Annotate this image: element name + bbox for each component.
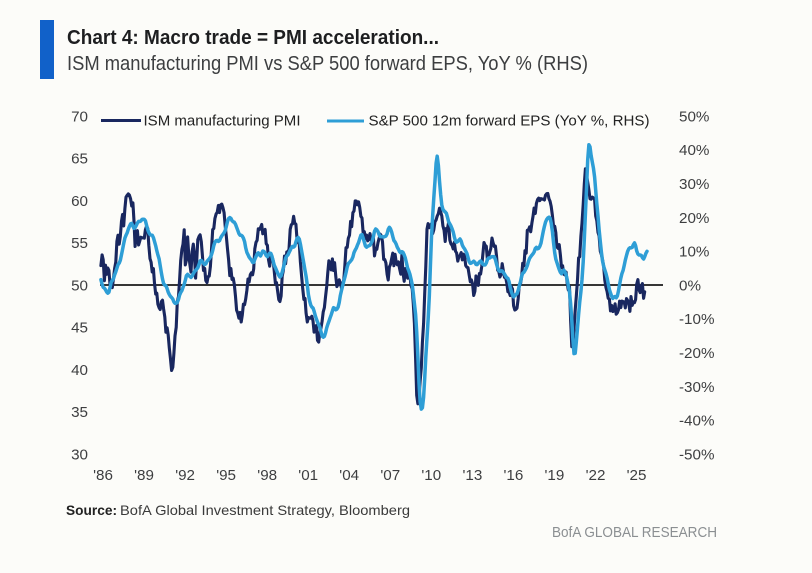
svg-text:40: 40: [71, 362, 88, 379]
svg-text:'16: '16: [504, 467, 524, 484]
svg-text:'86: '86: [93, 467, 113, 484]
svg-text:Chart 4: Macro trade = PMI acc: Chart 4: Macro trade = PMI acceleration.…: [67, 26, 439, 49]
svg-text:'01: '01: [298, 467, 318, 484]
svg-text:'07: '07: [380, 467, 400, 484]
svg-text:20%: 20%: [679, 210, 709, 227]
svg-text:-40%: -40%: [679, 413, 714, 430]
svg-text:50: 50: [71, 277, 88, 294]
svg-text:ISM manufacturing PMI vs S&P 5: ISM manufacturing PMI vs S&P 500 forward…: [67, 53, 588, 75]
svg-text:-10%: -10%: [679, 311, 714, 328]
svg-text:Source:: Source:: [66, 502, 117, 518]
svg-text:0%: 0%: [679, 277, 701, 294]
svg-text:BofA GLOBAL RESEARCH: BofA GLOBAL RESEARCH: [552, 525, 717, 541]
svg-text:'19: '19: [545, 467, 565, 484]
svg-text:30: 30: [71, 446, 88, 463]
svg-text:10%: 10%: [679, 244, 709, 261]
svg-text:'98: '98: [257, 467, 277, 484]
svg-text:-20%: -20%: [679, 345, 714, 362]
svg-text:S&P 500 12m forward EPS (YoY %: S&P 500 12m forward EPS (YoY %, RHS): [369, 114, 650, 130]
svg-text:50%: 50%: [679, 108, 709, 125]
svg-text:BofA Global Investment Strateg: BofA Global Investment Strategy, Bloombe…: [120, 502, 410, 518]
svg-text:70: 70: [71, 108, 88, 125]
svg-text:55: 55: [71, 235, 88, 252]
svg-text:'92: '92: [175, 467, 195, 484]
svg-text:65: 65: [71, 151, 88, 168]
svg-text:35: 35: [71, 404, 88, 421]
svg-text:-30%: -30%: [679, 379, 714, 396]
svg-text:ISM manufacturing PMI: ISM manufacturing PMI: [144, 114, 301, 130]
svg-text:'22: '22: [586, 467, 606, 484]
svg-text:60: 60: [71, 193, 88, 210]
svg-text:'13: '13: [463, 467, 483, 484]
svg-text:-50%: -50%: [679, 446, 714, 463]
svg-text:45: 45: [71, 320, 88, 337]
svg-text:'10: '10: [421, 467, 441, 484]
svg-text:40%: 40%: [679, 142, 709, 159]
svg-text:'95: '95: [216, 467, 236, 484]
svg-text:30%: 30%: [679, 176, 709, 193]
svg-text:'04: '04: [339, 467, 359, 484]
svg-text:'89: '89: [134, 467, 154, 484]
svg-text:'25: '25: [627, 467, 647, 484]
